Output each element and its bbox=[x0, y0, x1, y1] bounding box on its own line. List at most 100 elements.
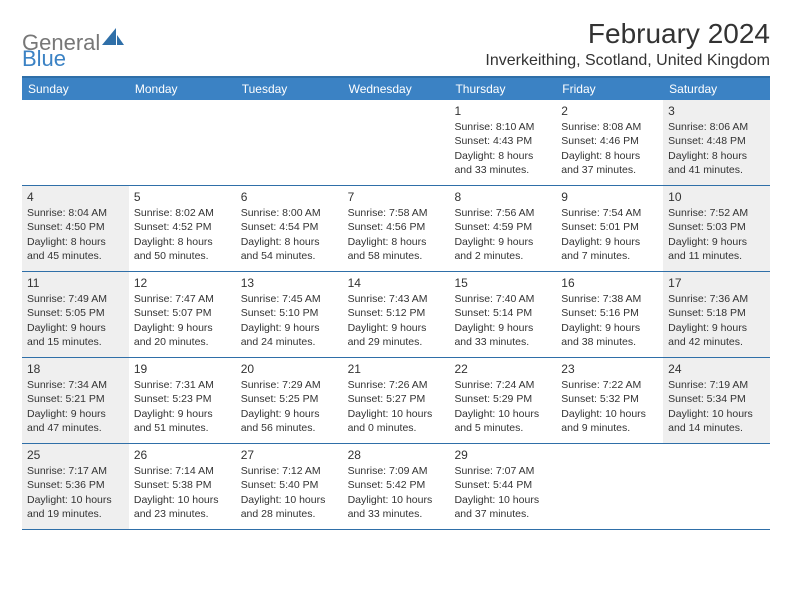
day-number: 21 bbox=[348, 361, 445, 377]
day-cell: 28Sunrise: 7:09 AMSunset: 5:42 PMDayligh… bbox=[343, 444, 450, 529]
weeks-container: 1Sunrise: 8:10 AMSunset: 4:43 PMDaylight… bbox=[22, 100, 770, 530]
daylight-text: Daylight: 10 hours and 37 minutes. bbox=[454, 493, 551, 521]
day-cell: 17Sunrise: 7:36 AMSunset: 5:18 PMDayligh… bbox=[663, 272, 770, 357]
sunset-text: Sunset: 5:14 PM bbox=[454, 306, 551, 320]
sunrise-text: Sunrise: 8:02 AM bbox=[134, 206, 231, 220]
day-number: 25 bbox=[27, 447, 124, 463]
day-cell: 6Sunrise: 8:00 AMSunset: 4:54 PMDaylight… bbox=[236, 186, 343, 271]
day-cell: 27Sunrise: 7:12 AMSunset: 5:40 PMDayligh… bbox=[236, 444, 343, 529]
brand-part2: Blue bbox=[22, 46, 66, 72]
weekday-saturday: Saturday bbox=[663, 78, 770, 100]
day-number: 18 bbox=[27, 361, 124, 377]
sunrise-text: Sunrise: 8:04 AM bbox=[27, 206, 124, 220]
sunrise-text: Sunrise: 7:56 AM bbox=[454, 206, 551, 220]
day-cell: 14Sunrise: 7:43 AMSunset: 5:12 PMDayligh… bbox=[343, 272, 450, 357]
sunrise-text: Sunrise: 7:29 AM bbox=[241, 378, 338, 392]
day-number: 8 bbox=[454, 189, 551, 205]
sunrise-text: Sunrise: 8:00 AM bbox=[241, 206, 338, 220]
daylight-text: Daylight: 8 hours and 37 minutes. bbox=[561, 149, 658, 177]
day-number: 19 bbox=[134, 361, 231, 377]
sunrise-text: Sunrise: 7:54 AM bbox=[561, 206, 658, 220]
sunset-text: Sunset: 5:32 PM bbox=[561, 392, 658, 406]
day-cell: 18Sunrise: 7:34 AMSunset: 5:21 PMDayligh… bbox=[22, 358, 129, 443]
sunset-text: Sunset: 5:10 PM bbox=[241, 306, 338, 320]
header: General February 2024 Inverkeithing, Sco… bbox=[22, 18, 770, 70]
sunset-text: Sunset: 5:25 PM bbox=[241, 392, 338, 406]
sunset-text: Sunset: 5:34 PM bbox=[668, 392, 765, 406]
week-row: 18Sunrise: 7:34 AMSunset: 5:21 PMDayligh… bbox=[22, 358, 770, 444]
day-number: 22 bbox=[454, 361, 551, 377]
day-cell: 21Sunrise: 7:26 AMSunset: 5:27 PMDayligh… bbox=[343, 358, 450, 443]
daylight-text: Daylight: 8 hours and 50 minutes. bbox=[134, 235, 231, 263]
day-cell: 5Sunrise: 8:02 AMSunset: 4:52 PMDaylight… bbox=[129, 186, 236, 271]
sunset-text: Sunset: 5:01 PM bbox=[561, 220, 658, 234]
sunrise-text: Sunrise: 7:07 AM bbox=[454, 464, 551, 478]
sunset-text: Sunset: 4:54 PM bbox=[241, 220, 338, 234]
sunset-text: Sunset: 5:29 PM bbox=[454, 392, 551, 406]
weekday-wednesday: Wednesday bbox=[343, 78, 450, 100]
daylight-text: Daylight: 9 hours and 56 minutes. bbox=[241, 407, 338, 435]
day-number: 6 bbox=[241, 189, 338, 205]
day-number: 27 bbox=[241, 447, 338, 463]
day-cell: 25Sunrise: 7:17 AMSunset: 5:36 PMDayligh… bbox=[22, 444, 129, 529]
day-cell bbox=[22, 100, 129, 185]
daylight-text: Daylight: 8 hours and 41 minutes. bbox=[668, 149, 765, 177]
day-cell: 26Sunrise: 7:14 AMSunset: 5:38 PMDayligh… bbox=[129, 444, 236, 529]
day-cell: 4Sunrise: 8:04 AMSunset: 4:50 PMDaylight… bbox=[22, 186, 129, 271]
sunrise-text: Sunrise: 7:17 AM bbox=[27, 464, 124, 478]
day-cell bbox=[663, 444, 770, 529]
sunrise-text: Sunrise: 7:45 AM bbox=[241, 292, 338, 306]
day-number: 29 bbox=[454, 447, 551, 463]
sunrise-text: Sunrise: 7:43 AM bbox=[348, 292, 445, 306]
day-cell: 19Sunrise: 7:31 AMSunset: 5:23 PMDayligh… bbox=[129, 358, 236, 443]
day-number: 16 bbox=[561, 275, 658, 291]
weekday-thursday: Thursday bbox=[449, 78, 556, 100]
sunrise-text: Sunrise: 8:06 AM bbox=[668, 120, 765, 134]
sunrise-text: Sunrise: 7:12 AM bbox=[241, 464, 338, 478]
day-cell: 8Sunrise: 7:56 AMSunset: 4:59 PMDaylight… bbox=[449, 186, 556, 271]
daylight-text: Daylight: 8 hours and 33 minutes. bbox=[454, 149, 551, 177]
sunrise-text: Sunrise: 7:14 AM bbox=[134, 464, 231, 478]
day-cell: 10Sunrise: 7:52 AMSunset: 5:03 PMDayligh… bbox=[663, 186, 770, 271]
day-cell: 20Sunrise: 7:29 AMSunset: 5:25 PMDayligh… bbox=[236, 358, 343, 443]
sunset-text: Sunset: 5:27 PM bbox=[348, 392, 445, 406]
day-cell: 23Sunrise: 7:22 AMSunset: 5:32 PMDayligh… bbox=[556, 358, 663, 443]
day-cell: 7Sunrise: 7:58 AMSunset: 4:56 PMDaylight… bbox=[343, 186, 450, 271]
logo-sail-icon bbox=[102, 28, 124, 46]
daylight-text: Daylight: 8 hours and 54 minutes. bbox=[241, 235, 338, 263]
sunrise-text: Sunrise: 7:19 AM bbox=[668, 378, 765, 392]
sunrise-text: Sunrise: 8:10 AM bbox=[454, 120, 551, 134]
sunrise-text: Sunrise: 7:58 AM bbox=[348, 206, 445, 220]
sunset-text: Sunset: 5:16 PM bbox=[561, 306, 658, 320]
sunset-text: Sunset: 5:12 PM bbox=[348, 306, 445, 320]
daylight-text: Daylight: 9 hours and 15 minutes. bbox=[27, 321, 124, 349]
daylight-text: Daylight: 10 hours and 28 minutes. bbox=[241, 493, 338, 521]
day-number: 28 bbox=[348, 447, 445, 463]
day-cell: 29Sunrise: 7:07 AMSunset: 5:44 PMDayligh… bbox=[449, 444, 556, 529]
daylight-text: Daylight: 10 hours and 0 minutes. bbox=[348, 407, 445, 435]
day-cell: 22Sunrise: 7:24 AMSunset: 5:29 PMDayligh… bbox=[449, 358, 556, 443]
sunrise-text: Sunrise: 7:47 AM bbox=[134, 292, 231, 306]
sunrise-text: Sunrise: 7:52 AM bbox=[668, 206, 765, 220]
sunset-text: Sunset: 4:56 PM bbox=[348, 220, 445, 234]
weekday-sunday: Sunday bbox=[22, 78, 129, 100]
month-title: February 2024 bbox=[485, 18, 770, 50]
daylight-text: Daylight: 10 hours and 5 minutes. bbox=[454, 407, 551, 435]
day-cell: 2Sunrise: 8:08 AMSunset: 4:46 PMDaylight… bbox=[556, 100, 663, 185]
location: Inverkeithing, Scotland, United Kingdom bbox=[485, 52, 770, 70]
calendar: SundayMondayTuesdayWednesdayThursdayFrid… bbox=[22, 76, 770, 530]
sunrise-text: Sunrise: 7:38 AM bbox=[561, 292, 658, 306]
day-number: 1 bbox=[454, 103, 551, 119]
daylight-text: Daylight: 10 hours and 19 minutes. bbox=[27, 493, 124, 521]
day-cell bbox=[129, 100, 236, 185]
week-row: 4Sunrise: 8:04 AMSunset: 4:50 PMDaylight… bbox=[22, 186, 770, 272]
day-number: 7 bbox=[348, 189, 445, 205]
sunset-text: Sunset: 5:18 PM bbox=[668, 306, 765, 320]
sunset-text: Sunset: 4:52 PM bbox=[134, 220, 231, 234]
sunrise-text: Sunrise: 7:34 AM bbox=[27, 378, 124, 392]
week-row: 25Sunrise: 7:17 AMSunset: 5:36 PMDayligh… bbox=[22, 444, 770, 530]
sunrise-text: Sunrise: 7:49 AM bbox=[27, 292, 124, 306]
sunset-text: Sunset: 5:40 PM bbox=[241, 478, 338, 492]
sunset-text: Sunset: 5:23 PM bbox=[134, 392, 231, 406]
daylight-text: Daylight: 10 hours and 33 minutes. bbox=[348, 493, 445, 521]
